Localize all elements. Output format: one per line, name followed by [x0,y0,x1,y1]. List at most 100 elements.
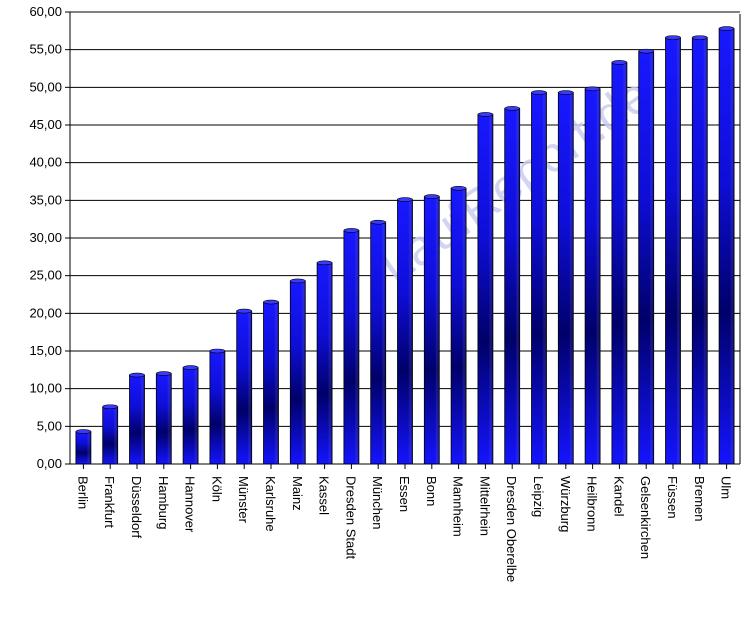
y-tick-label: 40,00 [29,155,62,170]
bar [155,371,172,465]
x-category-labels: Berlin Frankfurt Düsseldorf Hamburg Hannover… [75,476,733,582]
bar-shade [649,51,654,464]
x-category-label: Füssen [665,476,680,519]
bar-shade [247,311,252,464]
bar-shade [220,351,225,464]
x-category-label: München [370,476,385,529]
bar [557,90,574,465]
x-category-label: Bremen [692,476,707,522]
bar [638,48,655,465]
bar-shade [676,37,681,464]
bar-shade [86,431,91,464]
y-tick-label: 25,00 [29,268,62,283]
bar-cap [450,185,467,191]
bar-shade [301,280,306,464]
bar-shade [622,62,627,465]
bar [504,106,521,465]
bar [665,35,681,465]
bar-cap [156,371,172,376]
bar [102,404,119,465]
bar-cap [423,194,440,199]
bar-shade [194,367,199,464]
bar [423,194,440,465]
bar-cap [182,365,199,370]
x-category-label: Ulm [719,476,734,499]
y-tick-label: 50,00 [29,79,62,94]
x-category-label: Kandel [611,476,626,517]
bar-cap [236,308,252,314]
x-category-label: Berlin [75,476,90,509]
bar [397,197,413,465]
bar-cap [263,299,279,305]
bar-cap [584,86,601,92]
bar [477,112,494,465]
bar [316,260,333,465]
bar-shade [488,114,493,464]
bar-shade [435,196,440,465]
bar-shade [167,373,172,464]
bar-cap [75,429,92,434]
x-category-label: Heilbronn [585,476,600,532]
bar-shade [408,199,413,464]
bar [129,372,145,465]
bar-shade [730,28,735,464]
x-category-label: Kassel [317,476,332,515]
bar-cap [209,348,226,354]
bar-cap [289,278,306,284]
bar-shade [462,188,467,464]
bar-shade [381,222,386,464]
bar-shade [113,406,118,464]
bar-cap [691,35,708,40]
y-tick-label: 60,00 [29,4,62,19]
bar-shade [515,108,520,464]
y-tick-label: 45,00 [29,117,62,132]
y-tick-label: 0,00 [37,456,62,471]
bar [343,228,360,465]
x-category-label: Dresden Oberelbe [504,476,519,582]
bars [75,26,735,465]
bar-cap [638,48,655,54]
bar-cap [557,90,574,95]
y-tick-label: 15,00 [29,343,62,358]
bar-shade [328,262,333,464]
bar-cap [129,372,145,378]
bar [289,278,306,465]
x-category-label: Essen [397,476,412,512]
bar-shade [140,375,145,464]
x-category-label: Mannheim [451,476,466,537]
y-tick-label: 20,00 [29,305,62,320]
bar [531,90,547,465]
bar [209,348,226,465]
bar-cap [477,112,494,117]
y-tick-label: 5,00 [37,418,62,433]
bar-shade [354,230,359,464]
bar [236,308,253,465]
bar [584,86,601,465]
x-category-label: Dresden Stadt [343,476,358,559]
bar [718,26,735,465]
bar-cap [397,197,413,202]
bar-shade [542,92,547,465]
x-category-label: Würzburg [558,476,573,532]
bar-shade [596,88,601,464]
x-category-label: Mainz [290,476,305,511]
bar-cap [665,35,681,40]
bar-shade [703,37,708,464]
x-category-label: Düsseldorf [129,476,144,539]
bar-cap [611,60,628,65]
bar [182,365,199,465]
bar-cap [343,228,360,233]
bar [611,60,628,465]
x-category-label: Köln [209,476,224,502]
bar-cap [370,219,387,225]
bar-cap [102,404,118,410]
y-tick-label: 55,00 [29,42,62,57]
bar [450,185,467,465]
x-category-label: Frankfurt [102,476,117,528]
x-category-label: Leipzig [531,476,546,517]
x-category-label: Hamburg [156,476,171,529]
bar-cap [316,260,333,266]
x-category-label: Mittelrhein [477,476,492,536]
